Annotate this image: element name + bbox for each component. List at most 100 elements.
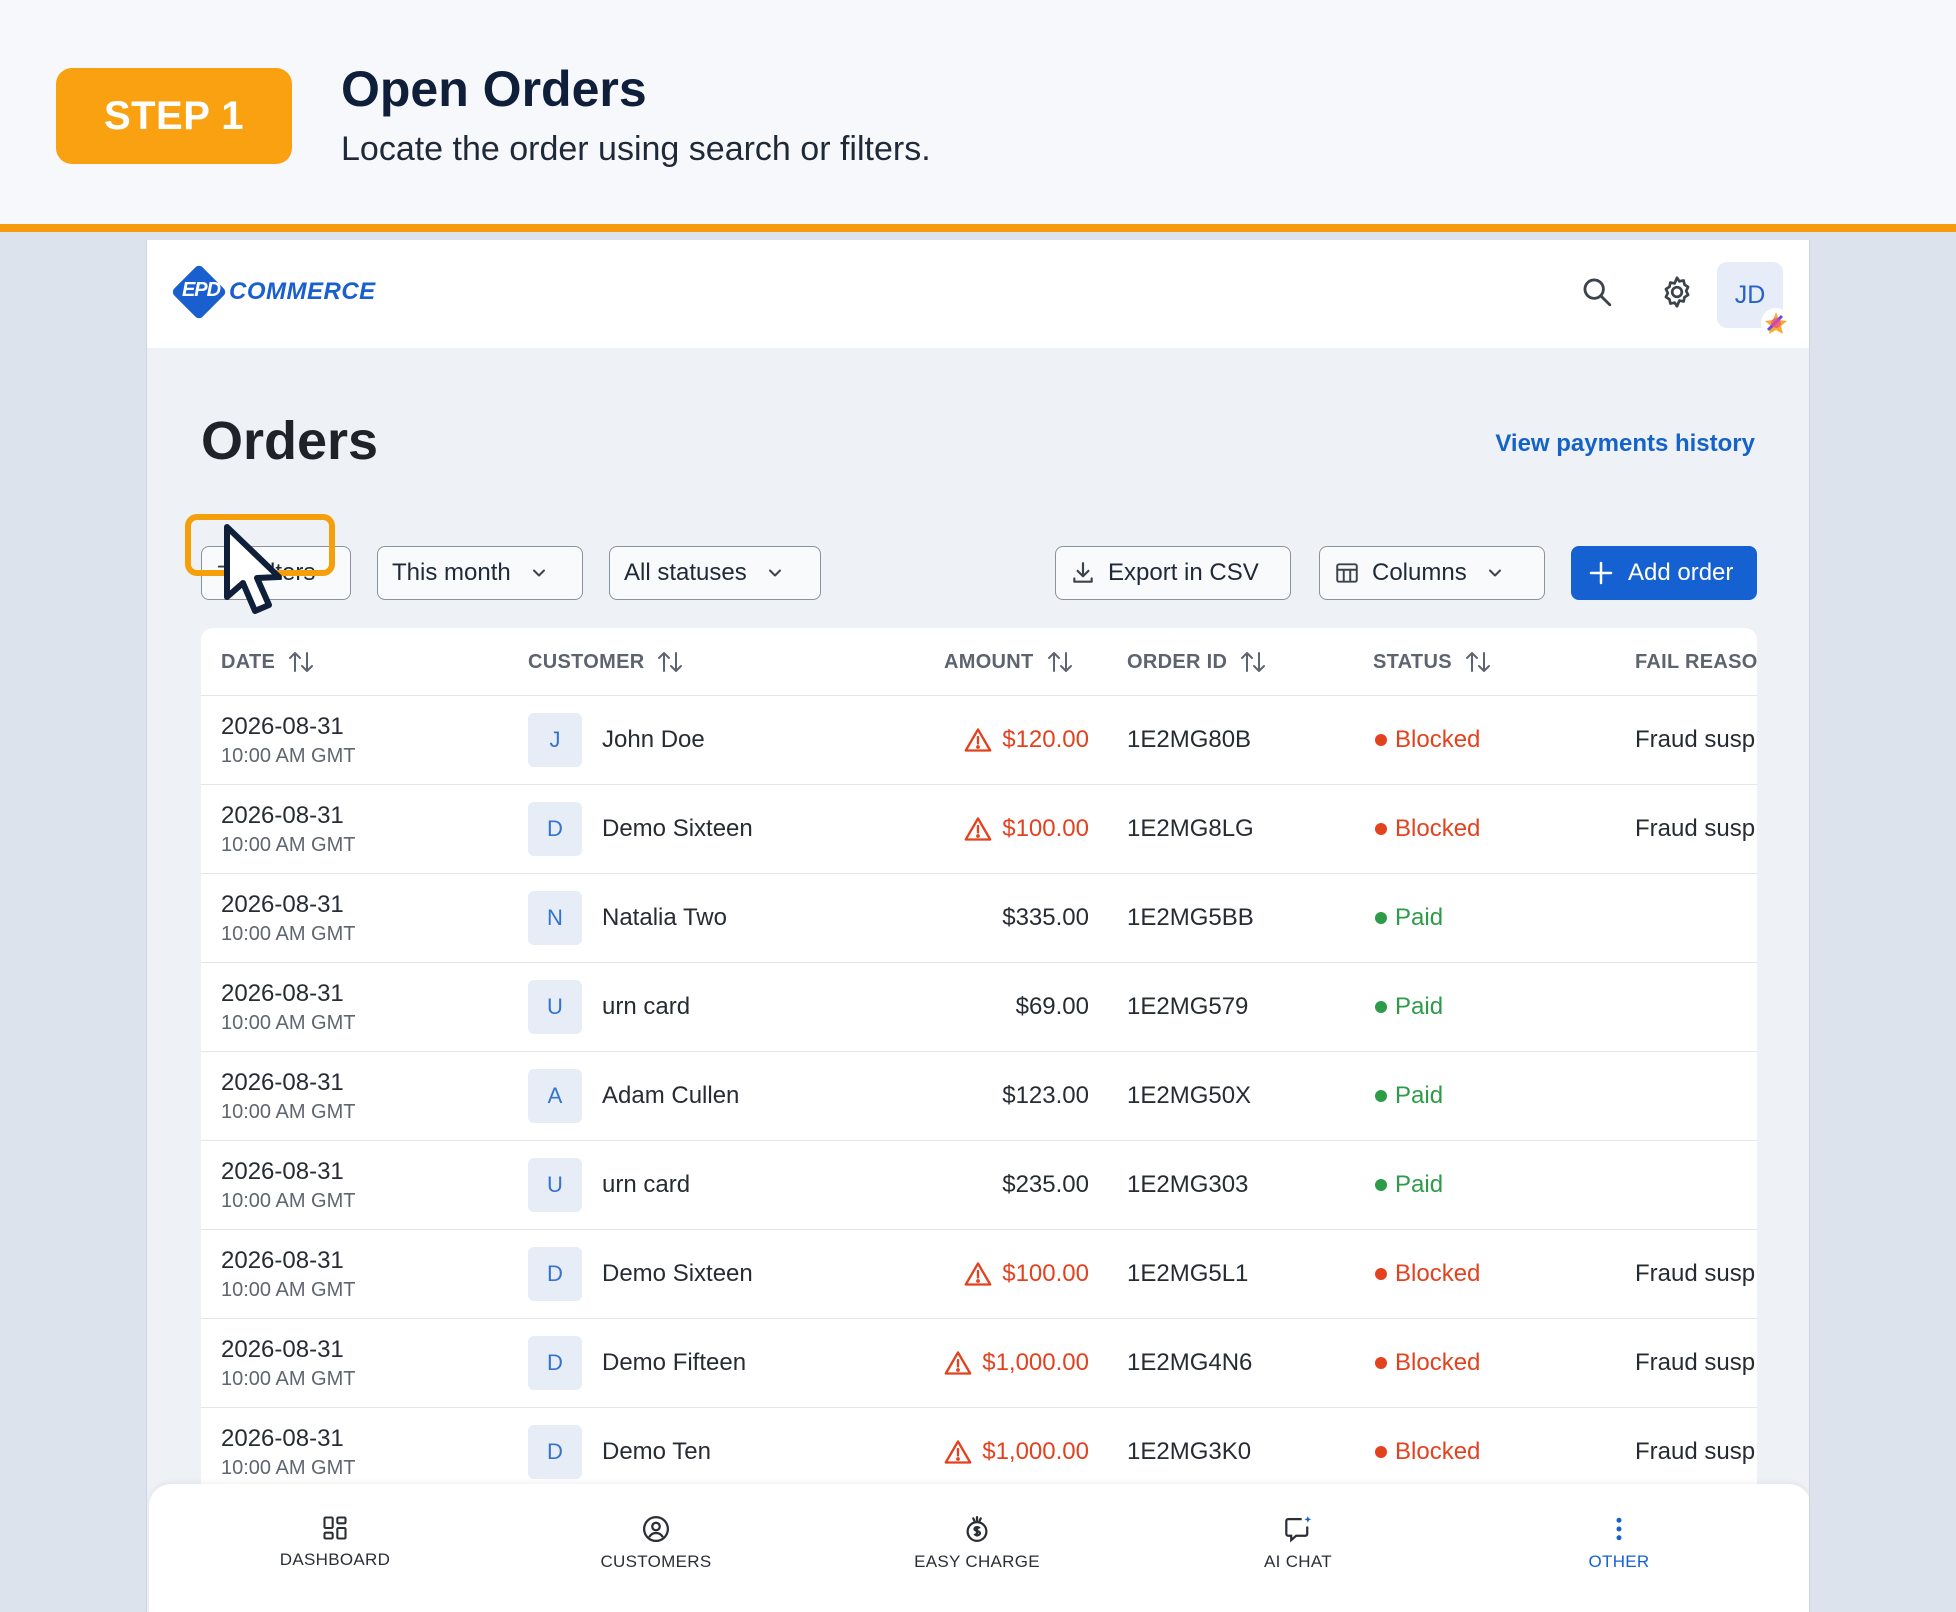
- table-row[interactable]: 2026-08-31 10:00 AM GMT D Demo Sixteen $100.…: [201, 785, 1757, 874]
- status-dot: [1375, 912, 1387, 924]
- date-cell: 2026-08-31 10:00 AM GMT: [221, 1141, 356, 1229]
- status-cell: Blocked: [1375, 1319, 1480, 1407]
- add-order-button[interactable]: Add order: [1571, 546, 1757, 600]
- fail-reason: Fraud susp: [1635, 1438, 1756, 1465]
- customer-initial-avatar: U: [528, 1158, 582, 1212]
- order-date: 2026-08-31: [221, 712, 344, 740]
- add-order-label: Add order: [1628, 559, 1734, 586]
- plus-icon: [1589, 561, 1613, 585]
- customer-cell: J John Doe: [528, 696, 705, 784]
- date-cell: 2026-08-31 10:00 AM GMT: [221, 1052, 356, 1140]
- status-cell: Blocked: [1375, 1408, 1480, 1496]
- date-cell: 2026-08-31 10:00 AM GMT: [221, 1230, 356, 1318]
- chevron-down-icon: [1488, 569, 1501, 577]
- customer-initial-avatar: U: [528, 980, 582, 1034]
- nav-other[interactable]: OTHER: [1509, 1514, 1729, 1572]
- customer-cell: A Adam Cullen: [528, 1052, 739, 1140]
- step-title: Open Orders: [341, 61, 647, 117]
- order-amount: $235.00: [1002, 1171, 1089, 1198]
- customer-initial-avatar: D: [528, 1247, 582, 1301]
- logo[interactable]: EPD COMMERCE: [170, 263, 376, 321]
- table-row[interactable]: 2026-08-31 10:00 AM GMT N Natalia Two $335.0…: [201, 874, 1757, 963]
- app-window: EPD COMMERCE JD Orders View payments his…: [146, 240, 1810, 1612]
- status-cell: Paid: [1375, 874, 1443, 962]
- fail-reason-cell: Fraud susp: [1635, 1319, 1755, 1407]
- status-badge: Paid: [1395, 904, 1444, 931]
- order-amount: $335.00: [1002, 904, 1089, 931]
- gear-icon[interactable]: [1655, 270, 1699, 314]
- customer-name: Demo Sixteen: [602, 1260, 753, 1287]
- order-date: 2026-08-31: [221, 1157, 344, 1185]
- amount-cell: $120.00: [761, 696, 1089, 784]
- sort-icon: [658, 652, 683, 672]
- column-header-order-id[interactable]: ORDER ID: [1127, 628, 1267, 696]
- order-id: 1E2MG5BB: [1127, 904, 1254, 931]
- amount-cell: $235.00: [761, 1141, 1089, 1229]
- table-row[interactable]: 2026-08-31 10:00 AM GMT J John Doe $120.00 1E…: [201, 696, 1757, 785]
- warning-icon: [964, 816, 992, 842]
- fail-reason-cell: Fraud susp: [1635, 1408, 1755, 1496]
- customer-name: Demo Ten: [602, 1438, 711, 1465]
- columns-dropdown[interactable]: Columns: [1319, 546, 1545, 600]
- status-dot: [1375, 1446, 1387, 1458]
- date-cell: 2026-08-31 10:00 AM GMT: [221, 696, 356, 784]
- nav-label: AI CHAT: [1264, 1552, 1332, 1571]
- page-title: Orders: [201, 411, 379, 471]
- step-subtitle: Locate the order using search or filters…: [341, 130, 931, 168]
- easy-charge-icon: [966, 1516, 988, 1542]
- status-badge: Blocked: [1395, 726, 1481, 753]
- table-row[interactable]: 2026-08-31 10:00 AM GMT D Demo Sixteen $100.…: [201, 1230, 1757, 1319]
- status-badge: Blocked: [1395, 1438, 1481, 1465]
- view-payments-history-link[interactable]: View payments history: [1495, 430, 1755, 457]
- fail-reason-cell: Fraud susp: [1635, 1230, 1755, 1318]
- order-date: 2026-08-31: [221, 890, 344, 918]
- nav-ai-chat[interactable]: AI CHAT: [1188, 1514, 1408, 1572]
- table-row[interactable]: 2026-08-31 10:00 AM GMT D Demo Fifteen $1,00…: [201, 1319, 1757, 1408]
- sort-icon: [1465, 652, 1490, 672]
- amount-cell: $69.00: [761, 963, 1089, 1051]
- column-header-customer[interactable]: CUSTOMER: [528, 628, 684, 696]
- fail-reason: Fraud susp: [1635, 815, 1756, 842]
- search-icon[interactable]: [1575, 270, 1619, 314]
- column-header-date[interactable]: DATE: [221, 628, 315, 696]
- order-date: 2026-08-31: [221, 1246, 344, 1274]
- status-dot: [1375, 734, 1387, 746]
- order-id: 1E2MG80B: [1127, 726, 1252, 753]
- column-header-amount[interactable]: AMOUNT: [944, 628, 1074, 696]
- download-icon: [1073, 562, 1093, 583]
- status-dot: [1375, 1268, 1387, 1280]
- customer-initial-avatar: J: [528, 713, 582, 767]
- amount-cell: $335.00: [761, 874, 1089, 962]
- step-badge: STEP 1: [56, 68, 292, 164]
- export-csv-button[interactable]: Export in CSV: [1055, 546, 1291, 600]
- period-dropdown[interactable]: This month: [377, 546, 583, 600]
- export-label: Export in CSV: [1108, 559, 1259, 586]
- nav-dashboard[interactable]: DASHBOARD: [225, 1514, 445, 1570]
- order-id-cell: 1E2MG303: [1127, 1141, 1248, 1229]
- column-header-status[interactable]: STATUS: [1373, 628, 1492, 696]
- warning-icon: [964, 1261, 992, 1287]
- order-id-cell: 1E2MG8LG: [1127, 785, 1254, 873]
- customer-initial-avatar: D: [528, 802, 582, 856]
- customer-initial-avatar: D: [528, 1425, 582, 1479]
- table-row[interactable]: 2026-08-31 10:00 AM GMT A Adam Cullen $123.0…: [201, 1052, 1757, 1141]
- order-amount: $100.00: [1002, 1260, 1089, 1287]
- fail-reason: Fraud susp: [1635, 1260, 1756, 1287]
- table-row[interactable]: 2026-08-31 10:00 AM GMT D Demo Ten $1,000.00…: [201, 1408, 1757, 1497]
- order-id: 1E2MG303: [1127, 1171, 1249, 1198]
- order-id-cell: 1E2MG50X: [1127, 1052, 1251, 1140]
- status-dropdown[interactable]: All statuses: [609, 546, 821, 600]
- sort-icon: [1241, 652, 1266, 672]
- table-header: DATE CUSTOMER AMOUNT ORDER ID STATUS FAI…: [201, 628, 1757, 696]
- status-badge: Paid: [1395, 993, 1444, 1020]
- nav-customers[interactable]: CUSTOMERS: [546, 1514, 766, 1572]
- nav-easy-charge[interactable]: EASY CHARGE: [867, 1514, 1087, 1572]
- column-header-fail-reason[interactable]: FAIL REASON: [1635, 650, 1757, 673]
- date-cell: 2026-08-31 10:00 AM GMT: [221, 1408, 356, 1496]
- order-id: 1E2MG50X: [1127, 1082, 1252, 1109]
- order-id-cell: 1E2MG579: [1127, 963, 1248, 1051]
- dashboard-icon: [323, 1516, 347, 1540]
